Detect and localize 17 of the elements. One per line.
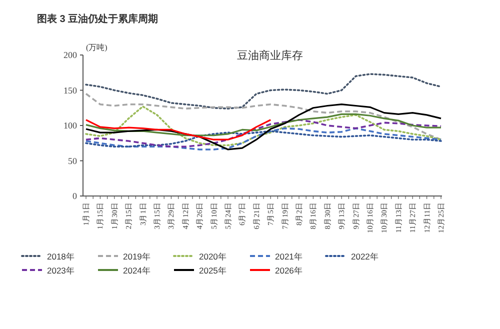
legend-label: 2022年 xyxy=(351,252,379,262)
legend-label: 2024年 xyxy=(123,266,151,276)
legend-label: 2020年 xyxy=(199,252,227,262)
y-tick-label: 150 xyxy=(64,85,78,96)
chart-title: 图表 3 豆油仍处于累库周期 xyxy=(37,13,158,25)
legend-label: 2021年 xyxy=(275,252,303,262)
y-tick-label: 200 xyxy=(64,50,78,60)
y-axis-title: (万吨) xyxy=(86,43,108,52)
y-tick-label: 0 xyxy=(72,191,78,201)
legend-label: 2023年 xyxy=(47,266,75,276)
legend-label: 2018年 xyxy=(47,252,75,262)
legend-label: 2026年 xyxy=(275,266,303,276)
y-tick-label: 50 xyxy=(68,156,78,166)
y-tick-label: 100 xyxy=(64,120,78,130)
legend-label: 2025年 xyxy=(199,266,227,276)
chart-subtitle: 豆油商业库存 xyxy=(237,49,303,62)
legend-label: 2019年 xyxy=(123,252,151,262)
